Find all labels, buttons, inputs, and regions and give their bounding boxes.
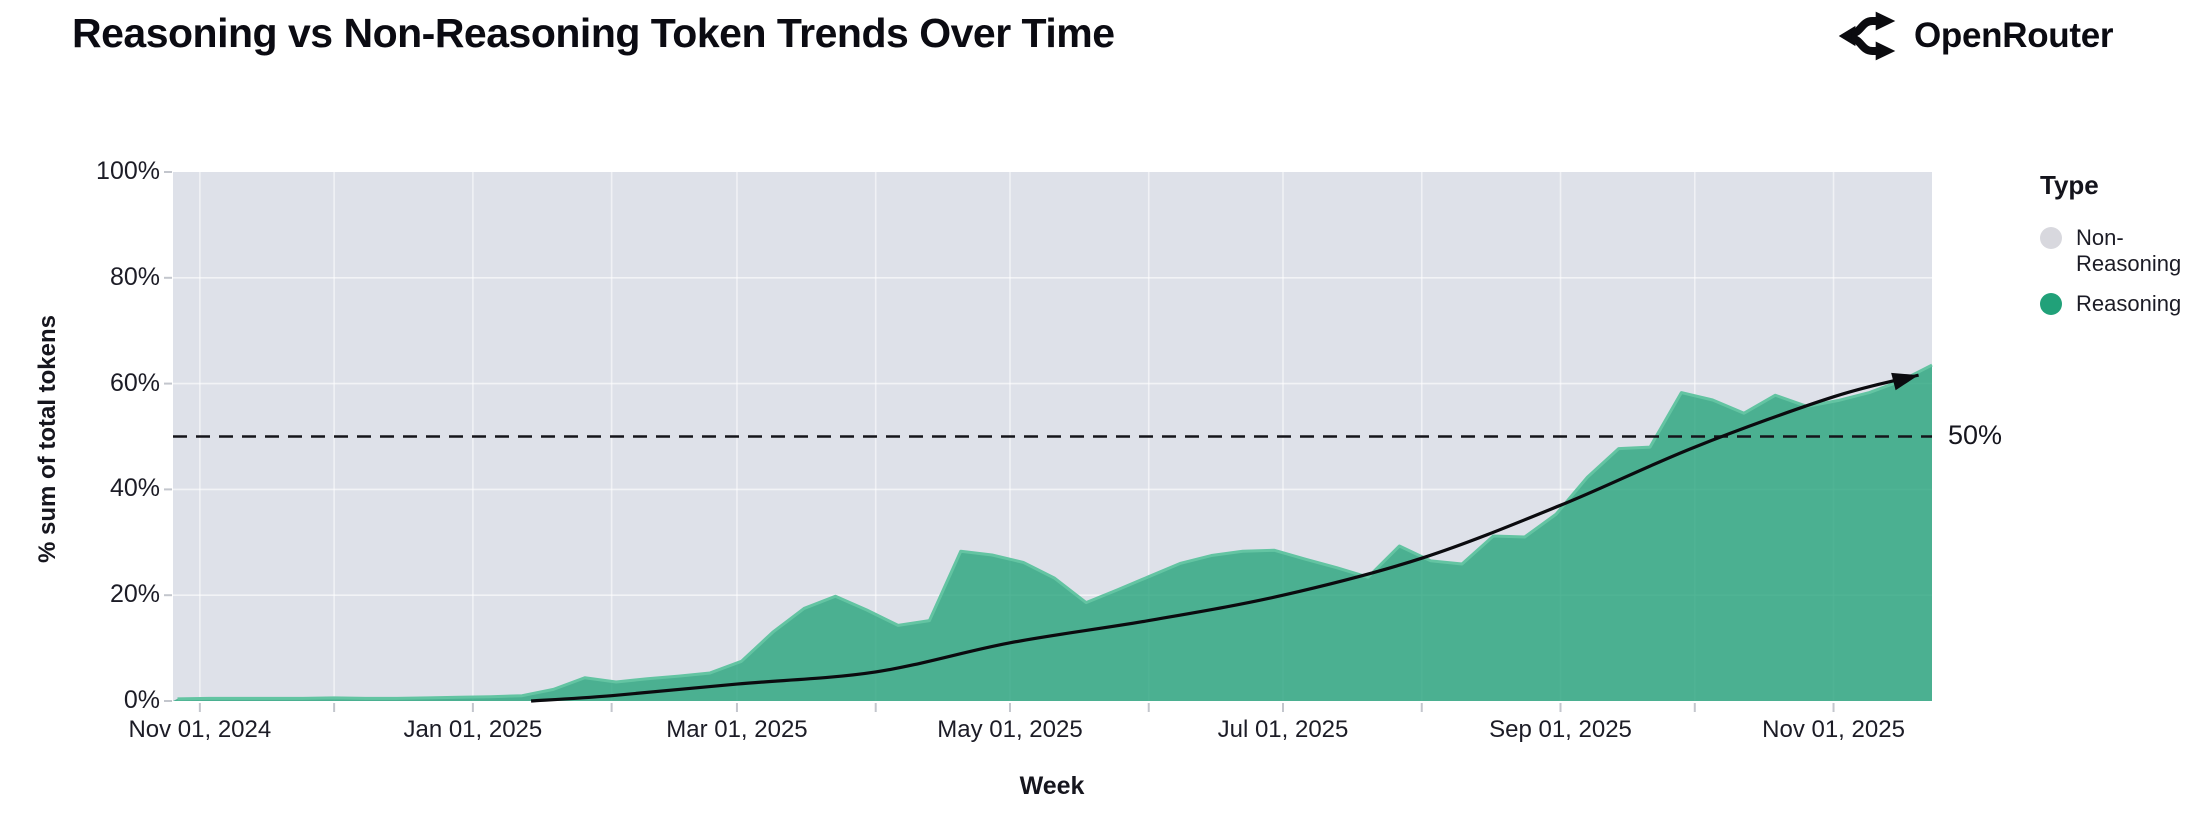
x-tick-label: Jul 01, 2025	[1217, 716, 1349, 743]
reasoning-swatch-icon	[2040, 292, 2062, 315]
axis-tick-marks	[164, 171, 1835, 712]
x-tick-label: Sep 01, 2025	[1489, 716, 1632, 743]
x-tick-label: Nov 01, 2025	[1762, 716, 1905, 743]
x-tick-label: Mar 01, 2025	[666, 716, 808, 743]
legend: Type Non-Reasoning Reasoning	[2040, 170, 2200, 331]
legend-label-non-reasoning: Non-Reasoning	[2076, 225, 2182, 276]
legend-item-reasoning: Reasoning	[2040, 291, 2200, 317]
brand-logo: OpenRouter	[1838, 10, 2114, 62]
brand-name: OpenRouter	[1914, 16, 2114, 55]
x-axis-title: Week	[1019, 772, 1085, 800]
non-reasoning-swatch-icon	[2040, 227, 2062, 249]
legend-title: Type	[2040, 170, 2099, 200]
y-tick-label: 40%	[109, 474, 160, 503]
trend-arrow-line	[530, 372, 1919, 703]
legend-item-non-reasoning: Non-Reasoning	[2040, 225, 2200, 277]
reference-line-label: 50%	[1948, 419, 2003, 450]
y-tick-label: 100%	[96, 157, 160, 185]
openrouter-icon	[1838, 10, 1896, 62]
x-tick-label: Jan 01, 2025	[403, 716, 543, 743]
chart-title: Reasoning vs Non-Reasoning Token Trends …	[72, 10, 1115, 56]
x-tick-label: May 01, 2025	[937, 716, 1083, 743]
reasoning-area-series	[173, 363, 1933, 701]
legend-label-reasoning: Reasoning	[2076, 290, 2182, 316]
y-axis-title: % sum of total tokens	[34, 314, 61, 564]
y-tick-label: 0%	[123, 686, 160, 714]
y-tick-label: 20%	[109, 580, 160, 609]
y-tick-label: 60%	[109, 368, 160, 397]
y-tick-label: 80%	[109, 262, 160, 291]
x-tick-label: Nov 01, 2024	[128, 716, 272, 743]
